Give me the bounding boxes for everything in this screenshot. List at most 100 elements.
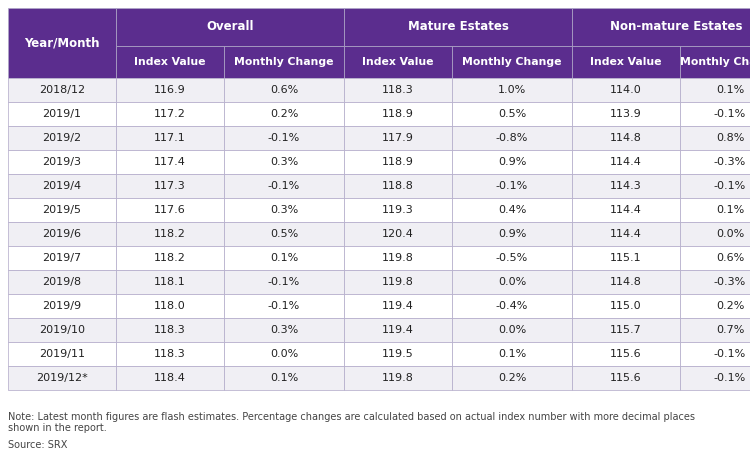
Text: 113.9: 113.9 (610, 109, 642, 119)
Text: 119.3: 119.3 (382, 205, 414, 215)
Text: 0.3%: 0.3% (270, 157, 298, 167)
Bar (452, 294, 572, 318)
Bar (452, 174, 572, 198)
Bar (8, 318, 116, 342)
Bar (452, 150, 572, 174)
Text: 2019/9: 2019/9 (43, 301, 82, 311)
Text: 0.0%: 0.0% (498, 277, 526, 287)
Text: -0.1%: -0.1% (714, 349, 746, 359)
Text: 114.4: 114.4 (610, 157, 642, 167)
Text: 1.0%: 1.0% (498, 85, 526, 95)
Bar (344, 198, 452, 222)
Bar (344, 8, 572, 46)
Bar (572, 222, 680, 246)
Text: 2019/8: 2019/8 (43, 277, 82, 287)
Bar (116, 78, 224, 102)
Bar (452, 102, 572, 126)
Bar (116, 102, 224, 126)
Bar (116, 198, 224, 222)
Bar (680, 342, 750, 366)
Text: Monthly Change: Monthly Change (680, 57, 750, 67)
Text: 0.9%: 0.9% (498, 229, 526, 239)
Bar (680, 318, 750, 342)
Bar (680, 126, 750, 150)
Text: 119.8: 119.8 (382, 253, 414, 263)
Bar (8, 198, 116, 222)
Bar (344, 342, 452, 366)
Bar (452, 270, 572, 294)
Bar (572, 294, 680, 318)
Text: 0.5%: 0.5% (270, 229, 298, 239)
Text: 120.4: 120.4 (382, 229, 414, 239)
Text: Note: Latest month figures are flash estimates. Percentage changes are calculate: Note: Latest month figures are flash est… (8, 412, 695, 422)
Text: 118.0: 118.0 (154, 301, 186, 311)
Text: Index Value: Index Value (590, 57, 662, 67)
Bar (8, 102, 116, 126)
Bar (116, 46, 224, 78)
Bar (452, 198, 572, 222)
Text: Index Value: Index Value (362, 57, 434, 67)
Bar (344, 222, 452, 246)
Bar (8, 342, 116, 366)
Text: 118.2: 118.2 (154, 229, 186, 239)
Bar (116, 342, 224, 366)
Bar (680, 294, 750, 318)
Bar (572, 342, 680, 366)
Text: 2019/5: 2019/5 (43, 205, 82, 215)
Text: -0.1%: -0.1% (496, 181, 528, 191)
Bar (116, 294, 224, 318)
Bar (680, 222, 750, 246)
Bar (452, 342, 572, 366)
Bar (680, 366, 750, 390)
Bar (572, 126, 680, 150)
Bar (452, 126, 572, 150)
Bar (116, 318, 224, 342)
Bar (344, 294, 452, 318)
Text: 119.8: 119.8 (382, 373, 414, 383)
Text: 118.3: 118.3 (382, 85, 414, 95)
Bar (572, 78, 680, 102)
Text: -0.1%: -0.1% (268, 301, 300, 311)
Text: 115.7: 115.7 (610, 325, 642, 335)
Text: 0.8%: 0.8% (716, 133, 744, 143)
Bar (116, 366, 224, 390)
Bar (224, 294, 344, 318)
Text: 114.4: 114.4 (610, 205, 642, 215)
Bar (8, 366, 116, 390)
Bar (680, 246, 750, 270)
Bar (8, 78, 116, 102)
Text: 118.4: 118.4 (154, 373, 186, 383)
Bar (680, 46, 750, 78)
Bar (452, 46, 572, 78)
Bar (224, 246, 344, 270)
Bar (8, 246, 116, 270)
Text: -0.4%: -0.4% (496, 301, 528, 311)
Bar (224, 46, 344, 78)
Bar (452, 78, 572, 102)
Text: -0.5%: -0.5% (496, 253, 528, 263)
Text: 117.1: 117.1 (154, 133, 186, 143)
Text: 117.4: 117.4 (154, 157, 186, 167)
Text: 0.3%: 0.3% (270, 325, 298, 335)
Bar (8, 150, 116, 174)
Text: 0.3%: 0.3% (270, 205, 298, 215)
Bar (452, 246, 572, 270)
Text: 2019/2: 2019/2 (43, 133, 82, 143)
Text: 117.2: 117.2 (154, 109, 186, 119)
Bar (224, 342, 344, 366)
Bar (8, 270, 116, 294)
Bar (344, 126, 452, 150)
Text: 2019/11: 2019/11 (39, 349, 85, 359)
Bar (116, 174, 224, 198)
Text: -0.3%: -0.3% (714, 157, 746, 167)
Bar (224, 198, 344, 222)
Bar (224, 366, 344, 390)
Bar (680, 102, 750, 126)
Text: -0.1%: -0.1% (268, 133, 300, 143)
Bar (452, 318, 572, 342)
Text: 118.2: 118.2 (154, 253, 186, 263)
Bar (344, 318, 452, 342)
Text: -0.1%: -0.1% (268, 277, 300, 287)
Bar (452, 222, 572, 246)
Text: 2018/12: 2018/12 (39, 85, 85, 95)
